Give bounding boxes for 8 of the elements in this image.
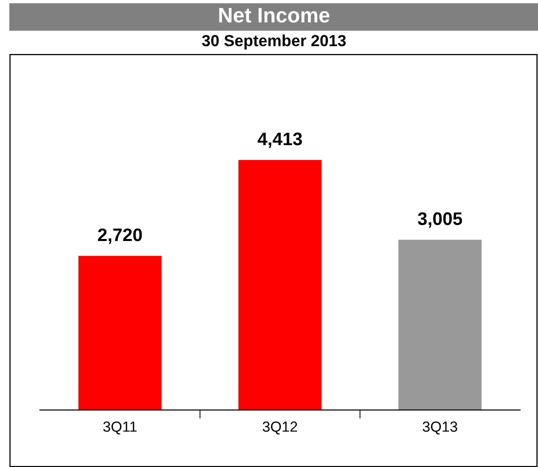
x-tick-label: 3Q11 <box>103 421 137 434</box>
chart-title: Net Income <box>219 8 330 23</box>
chart-subtitle: 30 September 2013 <box>202 34 346 50</box>
data-label: 4,413 <box>258 132 302 148</box>
x-tick-label: 3Q12 <box>262 421 298 434</box>
data-label: 2,720 <box>98 228 142 244</box>
x-tick-label: 3Q13 <box>422 421 458 434</box>
data-label: 3,005 <box>418 212 462 228</box>
